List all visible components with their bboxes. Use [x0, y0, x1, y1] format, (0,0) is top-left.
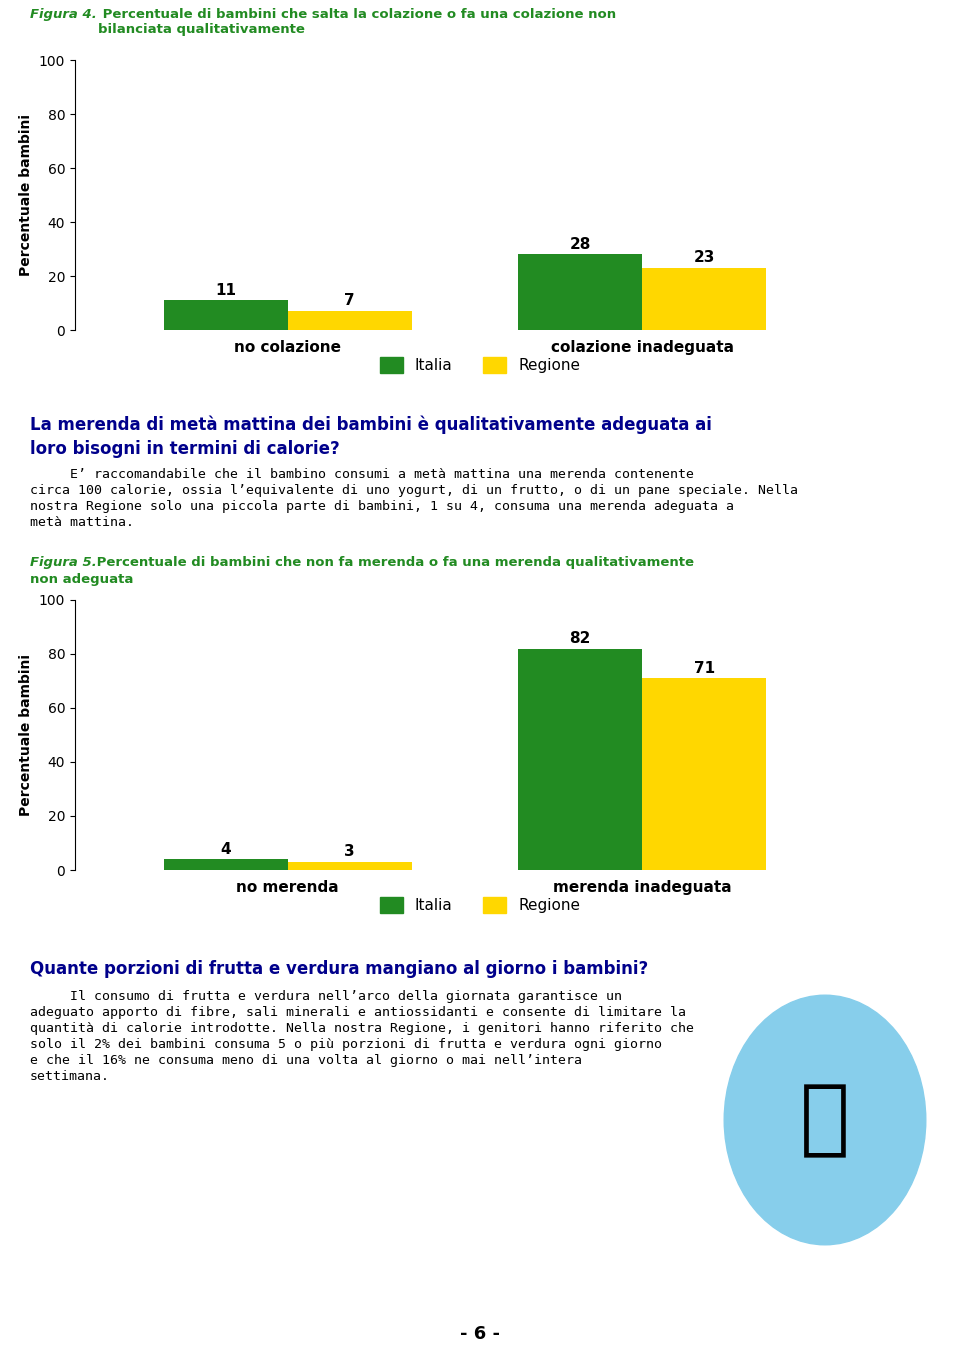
Text: 23: 23	[694, 250, 715, 265]
Text: Percentuale di bambini che salta la colazione o fa una colazione non
bilanciata : Percentuale di bambini che salta la cola…	[98, 8, 616, 37]
Text: 11: 11	[215, 282, 236, 297]
Text: 👧: 👧	[800, 1080, 850, 1160]
Bar	[642, 678, 766, 870]
Text: non adeguata: non adeguata	[30, 573, 133, 586]
Text: circa 100 calorie, ossia l’equivalente di uno yogurt, di un frutto, o di un pane: circa 100 calorie, ossia l’equivalente d…	[30, 484, 798, 497]
Text: Figura 5.: Figura 5.	[30, 556, 97, 569]
Text: Percentuale di bambini che non fa merenda o fa una merenda qualitativamente: Percentuale di bambini che non fa merend…	[92, 556, 694, 569]
Text: 3: 3	[345, 844, 355, 859]
Text: adeguato apporto di fibre, sali minerali e antiossidanti e consente di limitare : adeguato apporto di fibre, sali minerali…	[30, 1006, 686, 1019]
Text: settimana.: settimana.	[30, 1071, 110, 1083]
Bar	[288, 862, 412, 870]
Y-axis label: Percentuale bambini: Percentuale bambini	[19, 654, 34, 816]
Text: 82: 82	[569, 631, 591, 646]
Legend: Italia, Regione: Italia, Regione	[380, 357, 580, 373]
Text: La merenda di metà mattina dei bambini è qualitativamente adeguata ai: La merenda di metà mattina dei bambini è…	[30, 415, 712, 433]
Bar	[518, 254, 642, 330]
Text: solo il 2% dei bambini consuma 5 o più porzioni di frutta e verdura ogni giorno: solo il 2% dei bambini consuma 5 o più p…	[30, 1038, 662, 1052]
Text: loro bisogni in termini di calorie?: loro bisogni in termini di calorie?	[30, 440, 340, 459]
Text: Quante porzioni di frutta e verdura mangiano al giorno i bambini?: Quante porzioni di frutta e verdura mang…	[30, 959, 648, 978]
Bar	[642, 267, 766, 330]
Text: quantità di calorie introdotte. Nella nostra Regione, i genitori hanno riferito : quantità di calorie introdotte. Nella no…	[30, 1022, 694, 1035]
Text: E’ raccomandabile che il bambino consumi a metà mattina una merenda contenente: E’ raccomandabile che il bambino consumi…	[30, 468, 694, 480]
Text: 4: 4	[221, 841, 231, 856]
Text: 71: 71	[694, 661, 715, 676]
Text: Figura 4.: Figura 4.	[30, 8, 97, 20]
Text: metà mattina.: metà mattina.	[30, 516, 134, 529]
Text: nostra Regione solo una piccola parte di bambini, 1 su 4, consuma una merenda ad: nostra Regione solo una piccola parte di…	[30, 499, 734, 513]
Text: e che il 16% ne consuma meno di una volta al giorno o mai nell’intera: e che il 16% ne consuma meno di una volt…	[30, 1054, 582, 1067]
Text: 7: 7	[345, 293, 355, 308]
Legend: Italia, Regione: Italia, Regione	[380, 897, 580, 913]
Circle shape	[724, 995, 925, 1244]
Text: Il consumo di frutta e verdura nell’arco della giornata garantisce un: Il consumo di frutta e verdura nell’arco…	[30, 991, 622, 1003]
Bar	[163, 859, 288, 870]
Bar	[163, 300, 288, 330]
Y-axis label: Percentuale bambini: Percentuale bambini	[19, 114, 34, 275]
Bar	[518, 649, 642, 870]
Bar	[288, 311, 412, 330]
Text: - 6 -: - 6 -	[460, 1324, 500, 1343]
Text: 28: 28	[569, 236, 591, 251]
